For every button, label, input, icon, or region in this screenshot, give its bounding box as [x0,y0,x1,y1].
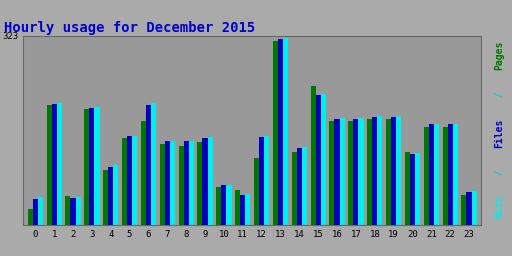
Bar [358,118,364,225]
Bar [372,117,377,225]
Bar [259,137,264,225]
Bar [179,146,184,225]
Bar [283,38,288,225]
Bar [367,119,372,225]
Bar [52,104,57,225]
Bar [334,119,339,225]
Bar [415,153,420,225]
Bar [453,124,458,225]
Bar [226,185,231,225]
Bar [264,136,269,225]
Bar [113,165,118,225]
Bar [108,167,113,225]
Bar [292,152,297,225]
Bar [33,199,38,225]
Bar [442,127,447,225]
Bar [66,196,71,225]
Bar [245,194,250,225]
Bar [71,198,76,225]
Bar [127,136,132,225]
Bar [28,209,33,225]
Bar [57,103,62,225]
Bar [396,116,401,225]
Bar [207,137,212,225]
Text: /: / [494,163,504,180]
Bar [198,142,202,225]
Bar [221,185,226,225]
Text: Hourly usage for December 2015: Hourly usage for December 2015 [4,21,255,35]
Bar [472,191,477,225]
Bar [202,138,207,225]
Bar [240,195,245,225]
Bar [132,135,137,225]
Text: /: / [494,85,504,103]
Bar [386,119,391,225]
Bar [310,86,315,225]
Bar [165,141,170,225]
Bar [94,107,99,225]
Bar [146,105,151,225]
Bar [84,109,89,225]
Text: Files: Files [494,118,504,147]
Bar [235,190,240,225]
Bar [189,141,194,225]
Bar [423,127,429,225]
Bar [297,148,302,225]
Bar [353,119,358,225]
Text: Pages: Pages [494,40,504,70]
Bar [410,154,415,225]
Bar [184,141,189,225]
Bar [141,121,146,225]
Bar [321,94,326,225]
Bar [151,103,156,225]
Bar [329,121,334,225]
Bar [170,141,175,225]
Bar [216,187,221,225]
Bar [273,40,278,225]
Bar [391,117,396,225]
Bar [254,158,259,225]
Bar [160,144,165,225]
Bar [122,138,127,225]
Bar [89,108,94,225]
Bar [377,116,382,225]
Bar [429,124,434,225]
Bar [38,197,43,225]
Bar [447,124,453,225]
Bar [339,118,345,225]
Bar [461,195,466,225]
Bar [302,147,307,225]
Bar [47,105,52,225]
Bar [434,124,439,225]
Bar [76,197,81,225]
Bar [466,192,472,225]
Bar [103,169,108,225]
Bar [315,95,321,225]
Bar [278,39,283,225]
Text: Hits: Hits [494,194,504,218]
Bar [348,121,353,225]
Bar [405,152,410,225]
